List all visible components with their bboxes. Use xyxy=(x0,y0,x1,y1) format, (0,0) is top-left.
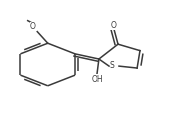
Text: OH: OH xyxy=(91,75,103,83)
Text: O: O xyxy=(110,21,116,30)
Text: O: O xyxy=(30,22,36,31)
Text: S: S xyxy=(110,61,114,70)
